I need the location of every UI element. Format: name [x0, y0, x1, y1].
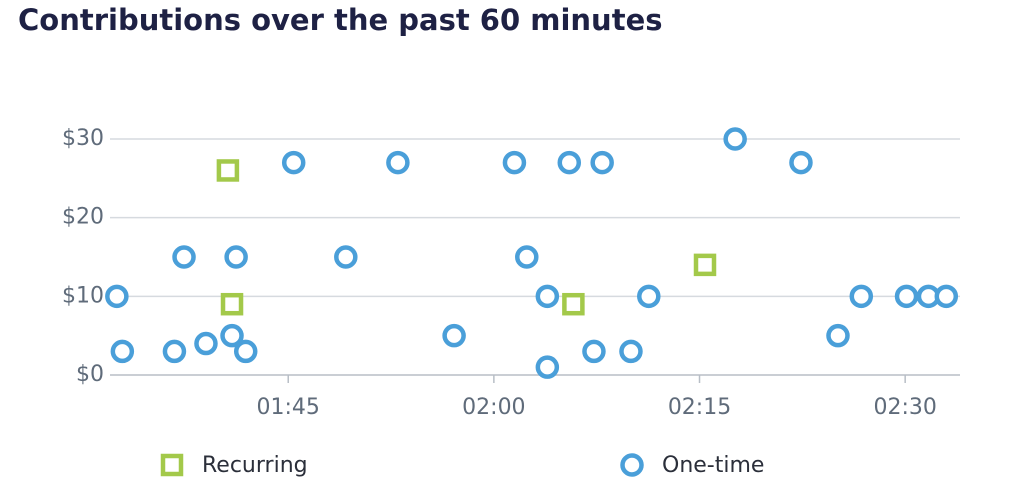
y-tick-label: $30	[62, 126, 104, 151]
point	[216, 159, 240, 182]
point	[535, 355, 560, 379]
point	[224, 245, 248, 269]
point	[723, 127, 747, 151]
point	[557, 150, 582, 175]
point	[220, 292, 244, 316]
point	[582, 339, 606, 364]
point	[789, 150, 813, 175]
point	[110, 339, 135, 364]
chart-title: Contributions over the past 60 minutes	[18, 3, 663, 37]
x-tick-label: 02:30	[873, 395, 936, 420]
point	[894, 284, 919, 309]
point	[105, 284, 129, 309]
point	[220, 323, 244, 348]
legend-marker	[160, 453, 184, 477]
point	[386, 150, 410, 175]
x-tick-label: 02:15	[668, 395, 731, 420]
x-tick-label: 01:45	[257, 395, 320, 420]
point	[172, 245, 196, 269]
point	[442, 323, 466, 348]
point	[693, 253, 717, 277]
point	[194, 331, 218, 356]
legend-marker	[620, 453, 644, 477]
point	[334, 245, 358, 269]
point	[590, 150, 614, 175]
point	[535, 284, 560, 309]
point	[637, 284, 661, 309]
y-tick-label: $0	[76, 362, 104, 387]
point	[281, 150, 306, 175]
x-tick-label: 02:00	[462, 395, 525, 420]
y-tick-label: $20	[62, 205, 104, 230]
point	[562, 292, 585, 316]
point	[233, 339, 258, 364]
point	[934, 284, 959, 309]
y-tick-label: $10	[62, 283, 104, 308]
point	[849, 284, 874, 309]
point	[502, 150, 527, 175]
legend-label: Recurring	[202, 453, 308, 478]
point	[162, 339, 187, 364]
legend-label: One-time	[662, 453, 764, 478]
point	[619, 339, 643, 364]
point	[826, 323, 850, 348]
point	[515, 245, 539, 269]
